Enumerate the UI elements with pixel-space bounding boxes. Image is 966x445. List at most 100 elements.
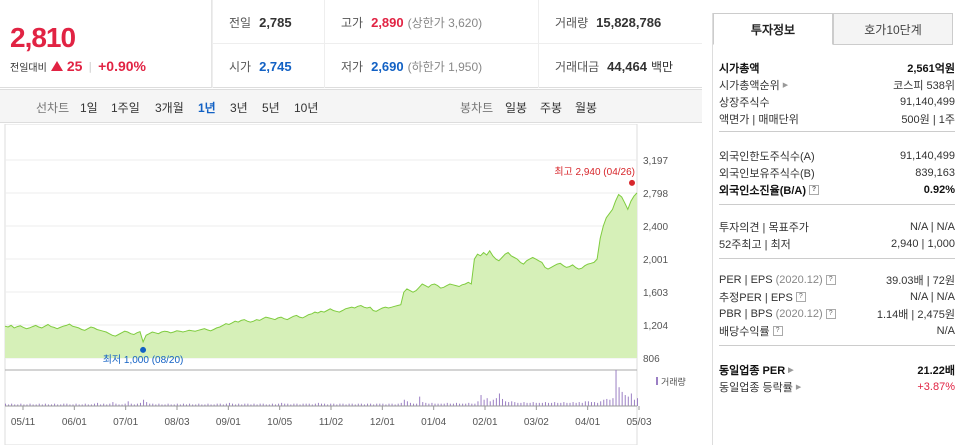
change-percent: +0.90% bbox=[98, 58, 146, 74]
volume-bar bbox=[17, 404, 19, 406]
volume-bar bbox=[35, 404, 37, 406]
price-line bbox=[4, 192, 638, 344]
volume-bar bbox=[274, 404, 276, 406]
volume-bar bbox=[465, 403, 467, 406]
info-value: 코스피 538위 bbox=[893, 79, 955, 92]
volume-bar bbox=[621, 391, 623, 406]
volume-bar bbox=[581, 402, 583, 406]
volume-bar bbox=[535, 402, 537, 406]
volume-bar bbox=[394, 404, 396, 406]
volume-bar bbox=[146, 402, 148, 406]
candle-monthly[interactable]: 월봉 bbox=[575, 101, 598, 115]
info-key: PER | EPS (2020.12)? bbox=[719, 274, 836, 286]
volume-label: 거래량 bbox=[555, 15, 589, 30]
volume-bar bbox=[284, 403, 286, 406]
volume-bar bbox=[124, 403, 126, 406]
tab-investment-info[interactable]: 투자정보 bbox=[713, 13, 833, 45]
caret-right-icon[interactable]: ▶ bbox=[795, 383, 802, 391]
volume-bar bbox=[265, 404, 267, 406]
volume-bar bbox=[121, 404, 123, 406]
x-tick-label: 11/02 bbox=[319, 417, 344, 428]
volume-bar bbox=[87, 404, 89, 406]
volume-bar bbox=[201, 404, 203, 406]
volume-bar bbox=[235, 404, 237, 406]
volume-bar bbox=[498, 393, 500, 406]
volume-bar bbox=[115, 403, 117, 406]
volume-bar bbox=[569, 402, 571, 406]
volume-bar bbox=[425, 402, 427, 406]
volume-bar bbox=[391, 403, 393, 406]
volume-bar bbox=[520, 402, 522, 406]
volume-bar bbox=[403, 399, 405, 406]
volume-bar bbox=[339, 403, 341, 406]
help-icon[interactable]: ? bbox=[772, 325, 783, 336]
volume-bar bbox=[560, 402, 562, 406]
info-row: 외국인보유주식수(B) 839,163 bbox=[719, 164, 955, 181]
volume-bar bbox=[354, 404, 356, 406]
volume-bar bbox=[637, 398, 638, 406]
volume-bar bbox=[477, 401, 479, 406]
volume-bar bbox=[26, 404, 28, 406]
volume-bar bbox=[624, 395, 626, 406]
high-value: 2,890 bbox=[371, 14, 404, 30]
volume-bar bbox=[112, 402, 114, 406]
volume-bar bbox=[109, 403, 111, 406]
candle-chart-label: 봉차트 bbox=[460, 101, 494, 115]
help-icon[interactable]: ? bbox=[809, 184, 819, 195]
volume-bar bbox=[517, 402, 519, 406]
volume-bar bbox=[526, 402, 528, 406]
help-icon[interactable]: ? bbox=[825, 308, 836, 319]
y-tick-label: 2,400 bbox=[643, 222, 668, 233]
investment-info-panel: 투자정보 호가10단계 시가총액 2,561억원 시가총액순위 ▶ 코스피 538위 … bbox=[712, 13, 964, 445]
caret-right-icon[interactable]: ▶ bbox=[788, 366, 794, 374]
volume-bar bbox=[305, 403, 307, 406]
volume-bar bbox=[348, 403, 350, 406]
candle-weekly[interactable]: 주봉 bbox=[540, 101, 563, 115]
period-3m[interactable]: 3개월 bbox=[155, 101, 184, 115]
volume-bar bbox=[357, 403, 359, 406]
info-key: 외국인보유주식수(B) bbox=[719, 167, 815, 180]
volume-bar bbox=[468, 402, 470, 406]
volume-bar bbox=[219, 403, 221, 406]
volume-bar bbox=[572, 402, 574, 406]
volume-bar bbox=[419, 396, 421, 406]
volume-bar bbox=[382, 403, 384, 406]
period-10y[interactable]: 10년 bbox=[294, 101, 319, 115]
tab-orderbook[interactable]: 호가10단계 bbox=[833, 13, 953, 45]
caret-right-icon[interactable]: ▶ bbox=[782, 81, 789, 89]
volume-bar bbox=[462, 403, 464, 406]
info-value: 2,561억원 bbox=[907, 62, 955, 75]
period-3y[interactable]: 3년 bbox=[230, 101, 248, 115]
low-label: 저가 bbox=[341, 59, 364, 74]
volume-bar bbox=[44, 403, 46, 406]
up-arrow-icon bbox=[50, 61, 63, 71]
period-1d[interactable]: 1일 bbox=[80, 101, 98, 115]
period-1y[interactable]: 1년 bbox=[198, 101, 216, 115]
candle-daily[interactable]: 일봉 bbox=[505, 101, 528, 115]
volume-bar bbox=[204, 404, 206, 406]
low-annotation: 최저 1,000 (08/20) bbox=[103, 354, 184, 366]
info-value: 39.03배 | 72원 bbox=[886, 274, 955, 287]
open-cell: 시가 2,745 bbox=[212, 44, 324, 88]
volume-bar bbox=[32, 404, 34, 406]
volume-bar bbox=[495, 398, 497, 406]
volume-bar bbox=[544, 402, 546, 406]
volume-bar bbox=[29, 403, 31, 406]
info-row: 시가총액순위 ▶ 코스피 538위 bbox=[719, 76, 955, 93]
volume-bar bbox=[584, 401, 586, 406]
help-icon[interactable]: ? bbox=[825, 274, 836, 285]
volume-bar bbox=[299, 404, 301, 406]
volume-bar bbox=[397, 403, 399, 406]
volume-bar bbox=[578, 402, 580, 406]
period-5y[interactable]: 5년 bbox=[262, 101, 280, 115]
volume-bar bbox=[345, 404, 347, 406]
info-value: 2,940 | 1,000 bbox=[890, 237, 955, 250]
period-1w[interactable]: 1주일 bbox=[111, 101, 140, 115]
x-axis-ticks: 05/11 06/01 07/01 08/03 09/01 10/05 11/02 12/01… bbox=[5, 405, 652, 428]
volume-bar bbox=[100, 404, 102, 406]
volume-bar bbox=[189, 403, 191, 406]
help-icon[interactable]: ? bbox=[795, 291, 806, 302]
x-tick-label: 01/04 bbox=[421, 417, 446, 428]
industry-section: 동일업종 PER ▶ 21.22배 동일업종 등락률 ▶ +3.87% bbox=[719, 361, 955, 395]
